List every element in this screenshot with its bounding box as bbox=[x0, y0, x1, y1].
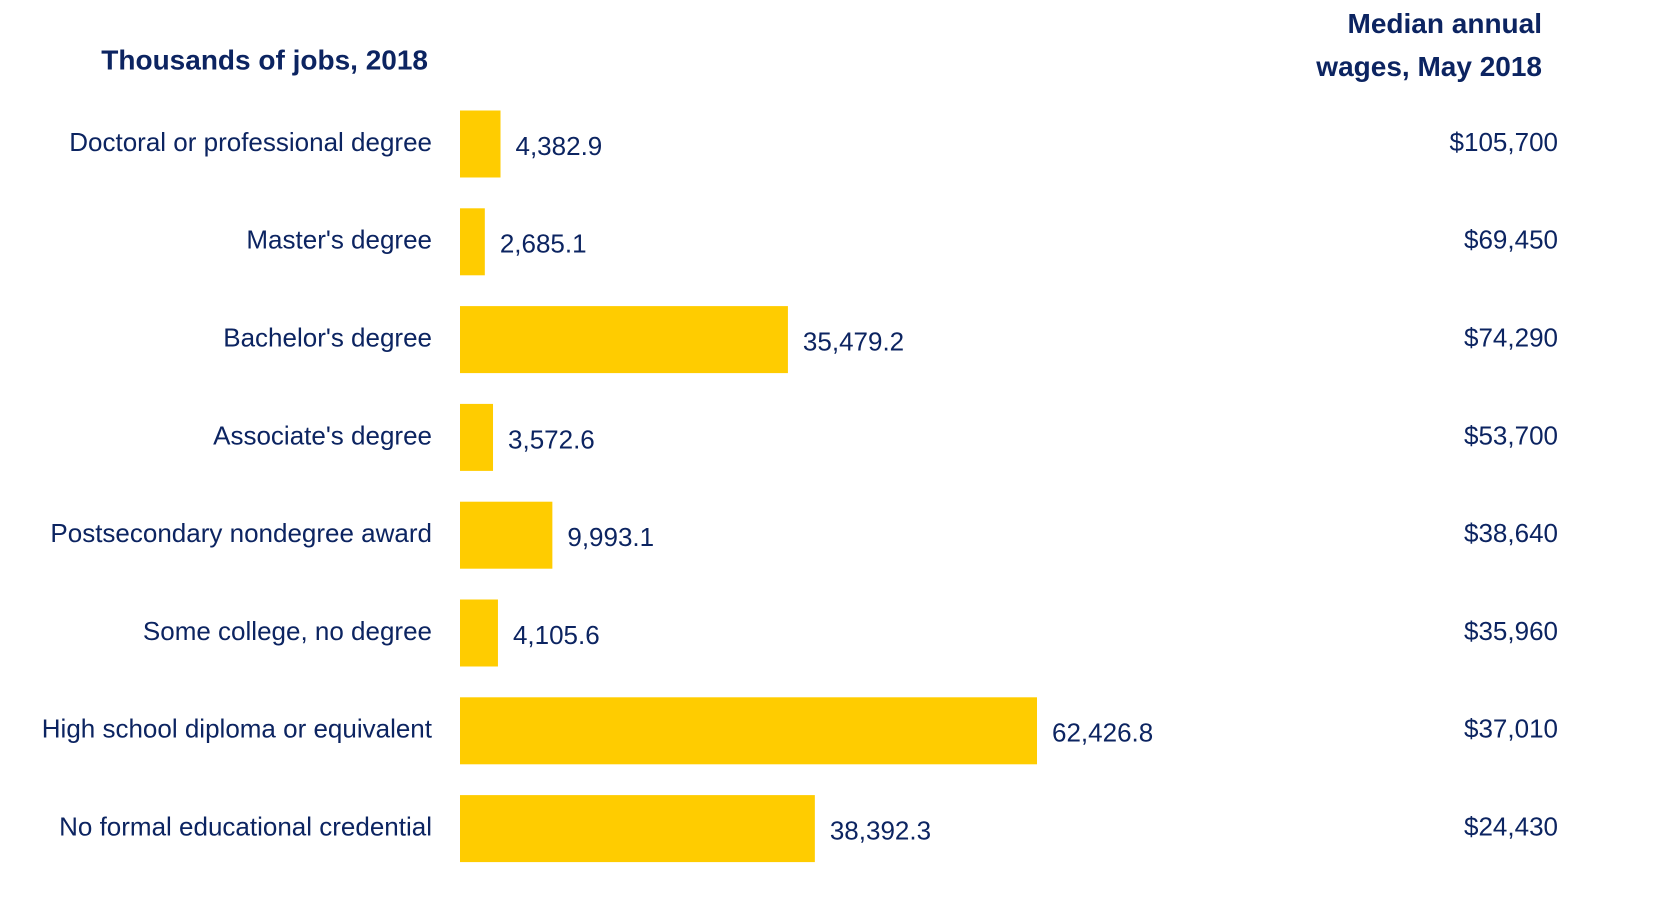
bar bbox=[460, 110, 501, 178]
value-label: 2,685.1 bbox=[500, 229, 587, 259]
category-label: No formal educational credential bbox=[59, 811, 432, 841]
bar bbox=[460, 208, 485, 276]
value-label: 9,993.1 bbox=[567, 522, 654, 552]
value-label: 3,572.6 bbox=[508, 424, 595, 454]
wage-label: $53,700 bbox=[1464, 420, 1558, 450]
category-label: Associate's degree bbox=[213, 420, 432, 450]
category-label: Doctoral or professional degree bbox=[69, 127, 432, 157]
wage-label: $74,290 bbox=[1464, 322, 1558, 352]
bar bbox=[460, 501, 553, 569]
wage-label: $69,450 bbox=[1464, 225, 1558, 255]
bar bbox=[460, 403, 494, 471]
category-label: Postsecondary nondegree award bbox=[50, 518, 432, 548]
wage-label: $24,430 bbox=[1464, 811, 1558, 841]
value-label: 4,382.9 bbox=[516, 131, 603, 161]
category-label: Bachelor's degree bbox=[223, 322, 432, 352]
wage-label: $35,960 bbox=[1464, 616, 1558, 646]
wage-label: $105,700 bbox=[1450, 127, 1558, 157]
wage-label: $38,640 bbox=[1464, 518, 1558, 548]
category-label: High school diploma or equivalent bbox=[42, 714, 433, 744]
wage-label: $37,010 bbox=[1464, 714, 1558, 744]
value-label: 35,479.2 bbox=[803, 326, 904, 356]
category-label: Master's degree bbox=[246, 225, 432, 255]
chart-title: Thousands of jobs, 2018 bbox=[101, 44, 428, 75]
value-label: 4,105.6 bbox=[513, 620, 600, 650]
bar bbox=[460, 306, 788, 374]
value-label: 62,426.8 bbox=[1052, 718, 1153, 748]
bar bbox=[460, 599, 498, 667]
bar bbox=[460, 795, 815, 863]
bar bbox=[460, 697, 1037, 765]
wage-column-title: Median annual wages, May 2018 bbox=[1316, 8, 1542, 82]
category-label: Some college, no degree bbox=[143, 616, 432, 646]
value-label: 38,392.3 bbox=[830, 815, 931, 845]
